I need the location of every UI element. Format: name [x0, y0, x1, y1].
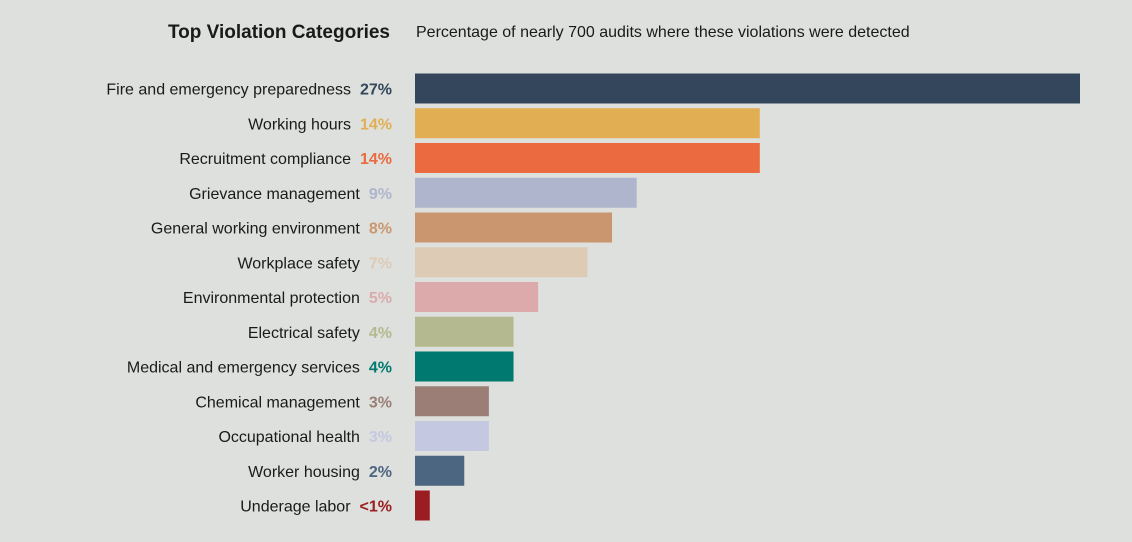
- category-label: Working hours: [248, 116, 351, 133]
- bar-10: [415, 386, 489, 417]
- bar-5: [415, 212, 613, 243]
- bar-12: [415, 455, 465, 486]
- value-label: 5%: [369, 290, 392, 307]
- category-label: Fire and emergency preparedness: [106, 82, 351, 99]
- value-label: 9%: [369, 186, 392, 203]
- category-label: Recruitment compliance: [179, 151, 351, 168]
- category-label: Chemical management: [195, 394, 360, 411]
- value-label: 7%: [369, 255, 392, 272]
- value-label: 4%: [369, 325, 392, 342]
- bar-9: [415, 351, 514, 382]
- value-label: 14%: [360, 116, 392, 133]
- bar-3: [415, 143, 760, 173]
- category-label: Grievance management: [189, 186, 360, 203]
- value-label: 8%: [369, 221, 392, 238]
- bar-7: [415, 282, 539, 312]
- bar-6: [415, 247, 588, 278]
- category-label: Environmental protection: [183, 290, 360, 307]
- value-label: 3%: [369, 394, 392, 411]
- category-label: Underage labor: [240, 499, 351, 516]
- category-label: Worker housing: [248, 464, 360, 481]
- value-label: 4%: [369, 360, 392, 377]
- value-label: 14%: [360, 151, 392, 168]
- bar-8: [415, 316, 514, 347]
- bar-11: [415, 421, 489, 451]
- value-label: <1%: [360, 499, 392, 516]
- category-label: Electrical safety: [248, 325, 360, 342]
- bar-2: [415, 108, 760, 139]
- bar-13: [415, 490, 430, 521]
- category-label: General working environment: [151, 221, 361, 238]
- category-label: Medical and emergency services: [127, 360, 360, 377]
- value-label: 2%: [369, 464, 392, 481]
- category-label: Workplace safety: [237, 255, 359, 272]
- bar-1: [415, 73, 1080, 104]
- category-label: Occupational health: [218, 429, 359, 446]
- bar-4: [415, 177, 637, 208]
- chart-subtitle: Percentage of nearly 700 audits where th…: [416, 24, 910, 41]
- value-label: 27%: [360, 82, 392, 99]
- chart-title: Top Violation Categories: [167, 22, 390, 43]
- value-label: 3%: [369, 429, 392, 446]
